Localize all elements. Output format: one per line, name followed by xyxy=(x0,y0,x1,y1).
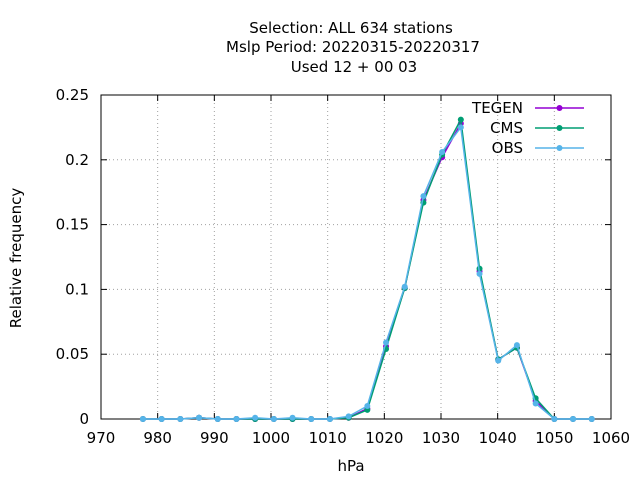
x-tick-label: 1030 xyxy=(422,429,460,447)
data-point-cms xyxy=(457,116,464,123)
x-tick-label: 1040 xyxy=(479,429,517,447)
data-point-obs xyxy=(214,416,221,422)
x-tick-label: 1050 xyxy=(535,429,573,447)
legend-marker-cms xyxy=(556,125,563,131)
x-tick-label: 980 xyxy=(143,429,172,447)
y-tick-label: 0.15 xyxy=(56,216,89,234)
data-point-obs xyxy=(588,416,595,422)
data-point-obs xyxy=(270,416,277,422)
data-point-obs xyxy=(252,414,259,421)
data-point-obs xyxy=(551,416,558,422)
y-tick-label: 0.1 xyxy=(65,280,89,298)
x-tick-label: 970 xyxy=(87,429,116,447)
y-axis-label: Relative frequency xyxy=(7,188,25,329)
data-point-obs xyxy=(383,339,390,346)
data-point-obs xyxy=(401,283,408,290)
chart-title-line-2: Mslp Period: 20220315-20220317 xyxy=(226,38,480,56)
x-tick-label: 1060 xyxy=(592,429,630,447)
x-axis-label: hPa xyxy=(337,457,364,475)
data-point-obs xyxy=(345,413,352,420)
plot-frame xyxy=(100,94,612,420)
data-point-obs xyxy=(326,416,333,422)
legend: TEGEN CMS OBS xyxy=(471,99,584,157)
y-tick-label: 0.25 xyxy=(56,86,89,104)
data-point-obs xyxy=(476,270,483,277)
data-point-obs xyxy=(495,357,502,364)
data-point-obs xyxy=(513,342,520,349)
series-line-obs xyxy=(142,125,592,420)
data-point-obs xyxy=(289,414,296,421)
x-tick-label: 1000 xyxy=(252,429,290,447)
data-point-obs xyxy=(158,416,165,422)
chart-title-line-1: Selection: ALL 634 stations xyxy=(249,19,453,37)
legend-marker-obs xyxy=(556,145,563,151)
y-tick-label: 0 xyxy=(79,410,89,428)
data-point-obs xyxy=(177,416,184,422)
x-tick-label: 1010 xyxy=(309,429,347,447)
data-point-obs xyxy=(364,403,371,410)
y-tick-label: 0.05 xyxy=(56,345,89,363)
series-obs xyxy=(139,124,595,422)
data-point-obs xyxy=(570,416,577,422)
x-tick-label: 1020 xyxy=(365,429,403,447)
legend-label-obs: OBS xyxy=(492,139,523,157)
x-tick-label: 990 xyxy=(200,429,229,447)
data-point-obs xyxy=(233,416,240,422)
axes: 970 980 990 1000 1010 1020 1030 1040 1050 1060 0 0.… xyxy=(56,86,631,447)
grid xyxy=(101,95,611,419)
data-point-obs xyxy=(457,124,464,131)
legend-label-tegen: TEGEN xyxy=(471,99,523,117)
data-point-obs xyxy=(196,414,203,421)
y-tick-label: 0.2 xyxy=(65,151,89,169)
series-line-cms xyxy=(142,117,592,420)
legend-label-cms: CMS xyxy=(490,119,523,137)
data-point-obs xyxy=(308,416,315,422)
legend-marker-tegen xyxy=(556,105,563,111)
data-point-obs xyxy=(532,400,539,407)
series-group xyxy=(139,116,595,422)
data-point-obs xyxy=(420,193,427,200)
series-line-tegen xyxy=(142,121,592,420)
data-point-obs xyxy=(139,416,146,422)
chart-title-line-3: Used 12 + 00 03 xyxy=(291,58,417,76)
data-point-obs xyxy=(439,149,446,156)
